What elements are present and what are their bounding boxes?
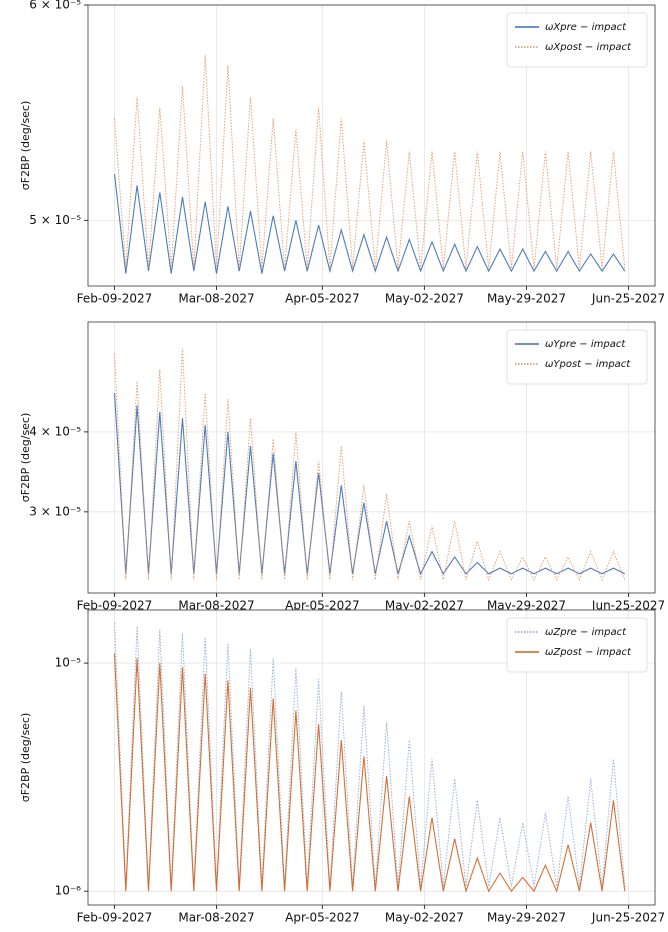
y-axis-label: σF2BP (deg/sec) — [19, 413, 32, 503]
x-tick-label: Mar-08-2027 — [178, 599, 254, 613]
x-tick-label: Feb-09-2027 — [77, 911, 153, 925]
legend-box — [506, 12, 648, 68]
legend-label: ωZpre − impact — [545, 627, 627, 638]
x-tick-label: May-29-2027 — [487, 911, 566, 925]
x-tick-label: Jun-25-2027 — [591, 911, 665, 925]
legend-label: ωYpost − impact — [545, 359, 631, 370]
plot-frame — [87, 4, 656, 287]
data-line — [113, 653, 626, 894]
legend-label: ωXpre − impact — [545, 22, 627, 33]
y-tick-label: 10⁻⁵ — [55, 656, 82, 670]
y-tick-label: 6 × 10⁻⁵ — [29, 0, 81, 12]
x-tick-label: Apr-05-2027 — [285, 911, 359, 925]
data-line — [114, 55, 626, 269]
legend-label: ωZpost − impact — [545, 647, 632, 658]
x-tick-label: May-02-2027 — [385, 292, 464, 306]
x-tick-label: Apr-05-2027 — [285, 599, 359, 613]
x-tick-label: Jun-25-2027 — [591, 292, 665, 306]
plot-frame — [87, 321, 656, 594]
y-tick-label: 4 × 10⁻⁵ — [29, 424, 81, 438]
y-tick-label: 3 × 10⁻⁵ — [29, 504, 81, 518]
x-tick-label: Jun-25-2027 — [591, 599, 665, 613]
x-tick-label: May-29-2027 — [487, 599, 566, 613]
x-tick-label: May-02-2027 — [385, 599, 464, 613]
x-tick-label: Feb-09-2027 — [77, 292, 153, 306]
plot-frame — [87, 609, 656, 906]
x-tick-label: May-02-2027 — [385, 911, 464, 925]
data-line — [114, 622, 626, 887]
legend-label: ωXpost − impact — [545, 42, 632, 53]
data-line — [113, 174, 626, 274]
y-tick-label: 10⁻⁶ — [55, 884, 82, 898]
legend-box — [506, 329, 648, 385]
x-tick-label: Apr-05-2027 — [285, 292, 359, 306]
y-axis-label: σF2BP (deg/sec) — [19, 101, 32, 191]
x-tick-label: Feb-09-2027 — [77, 599, 153, 613]
legend-box — [506, 617, 648, 673]
x-tick-label: Mar-08-2027 — [178, 911, 254, 925]
y-tick-label: 5 × 10⁻⁵ — [29, 213, 81, 227]
x-tick-label: Mar-08-2027 — [178, 292, 254, 306]
y-axis-label: σF2BP (deg/sec) — [19, 713, 32, 803]
x-tick-label: May-29-2027 — [487, 292, 566, 306]
data-line — [113, 392, 626, 576]
legend-label: ωYpre − impact — [545, 339, 626, 350]
